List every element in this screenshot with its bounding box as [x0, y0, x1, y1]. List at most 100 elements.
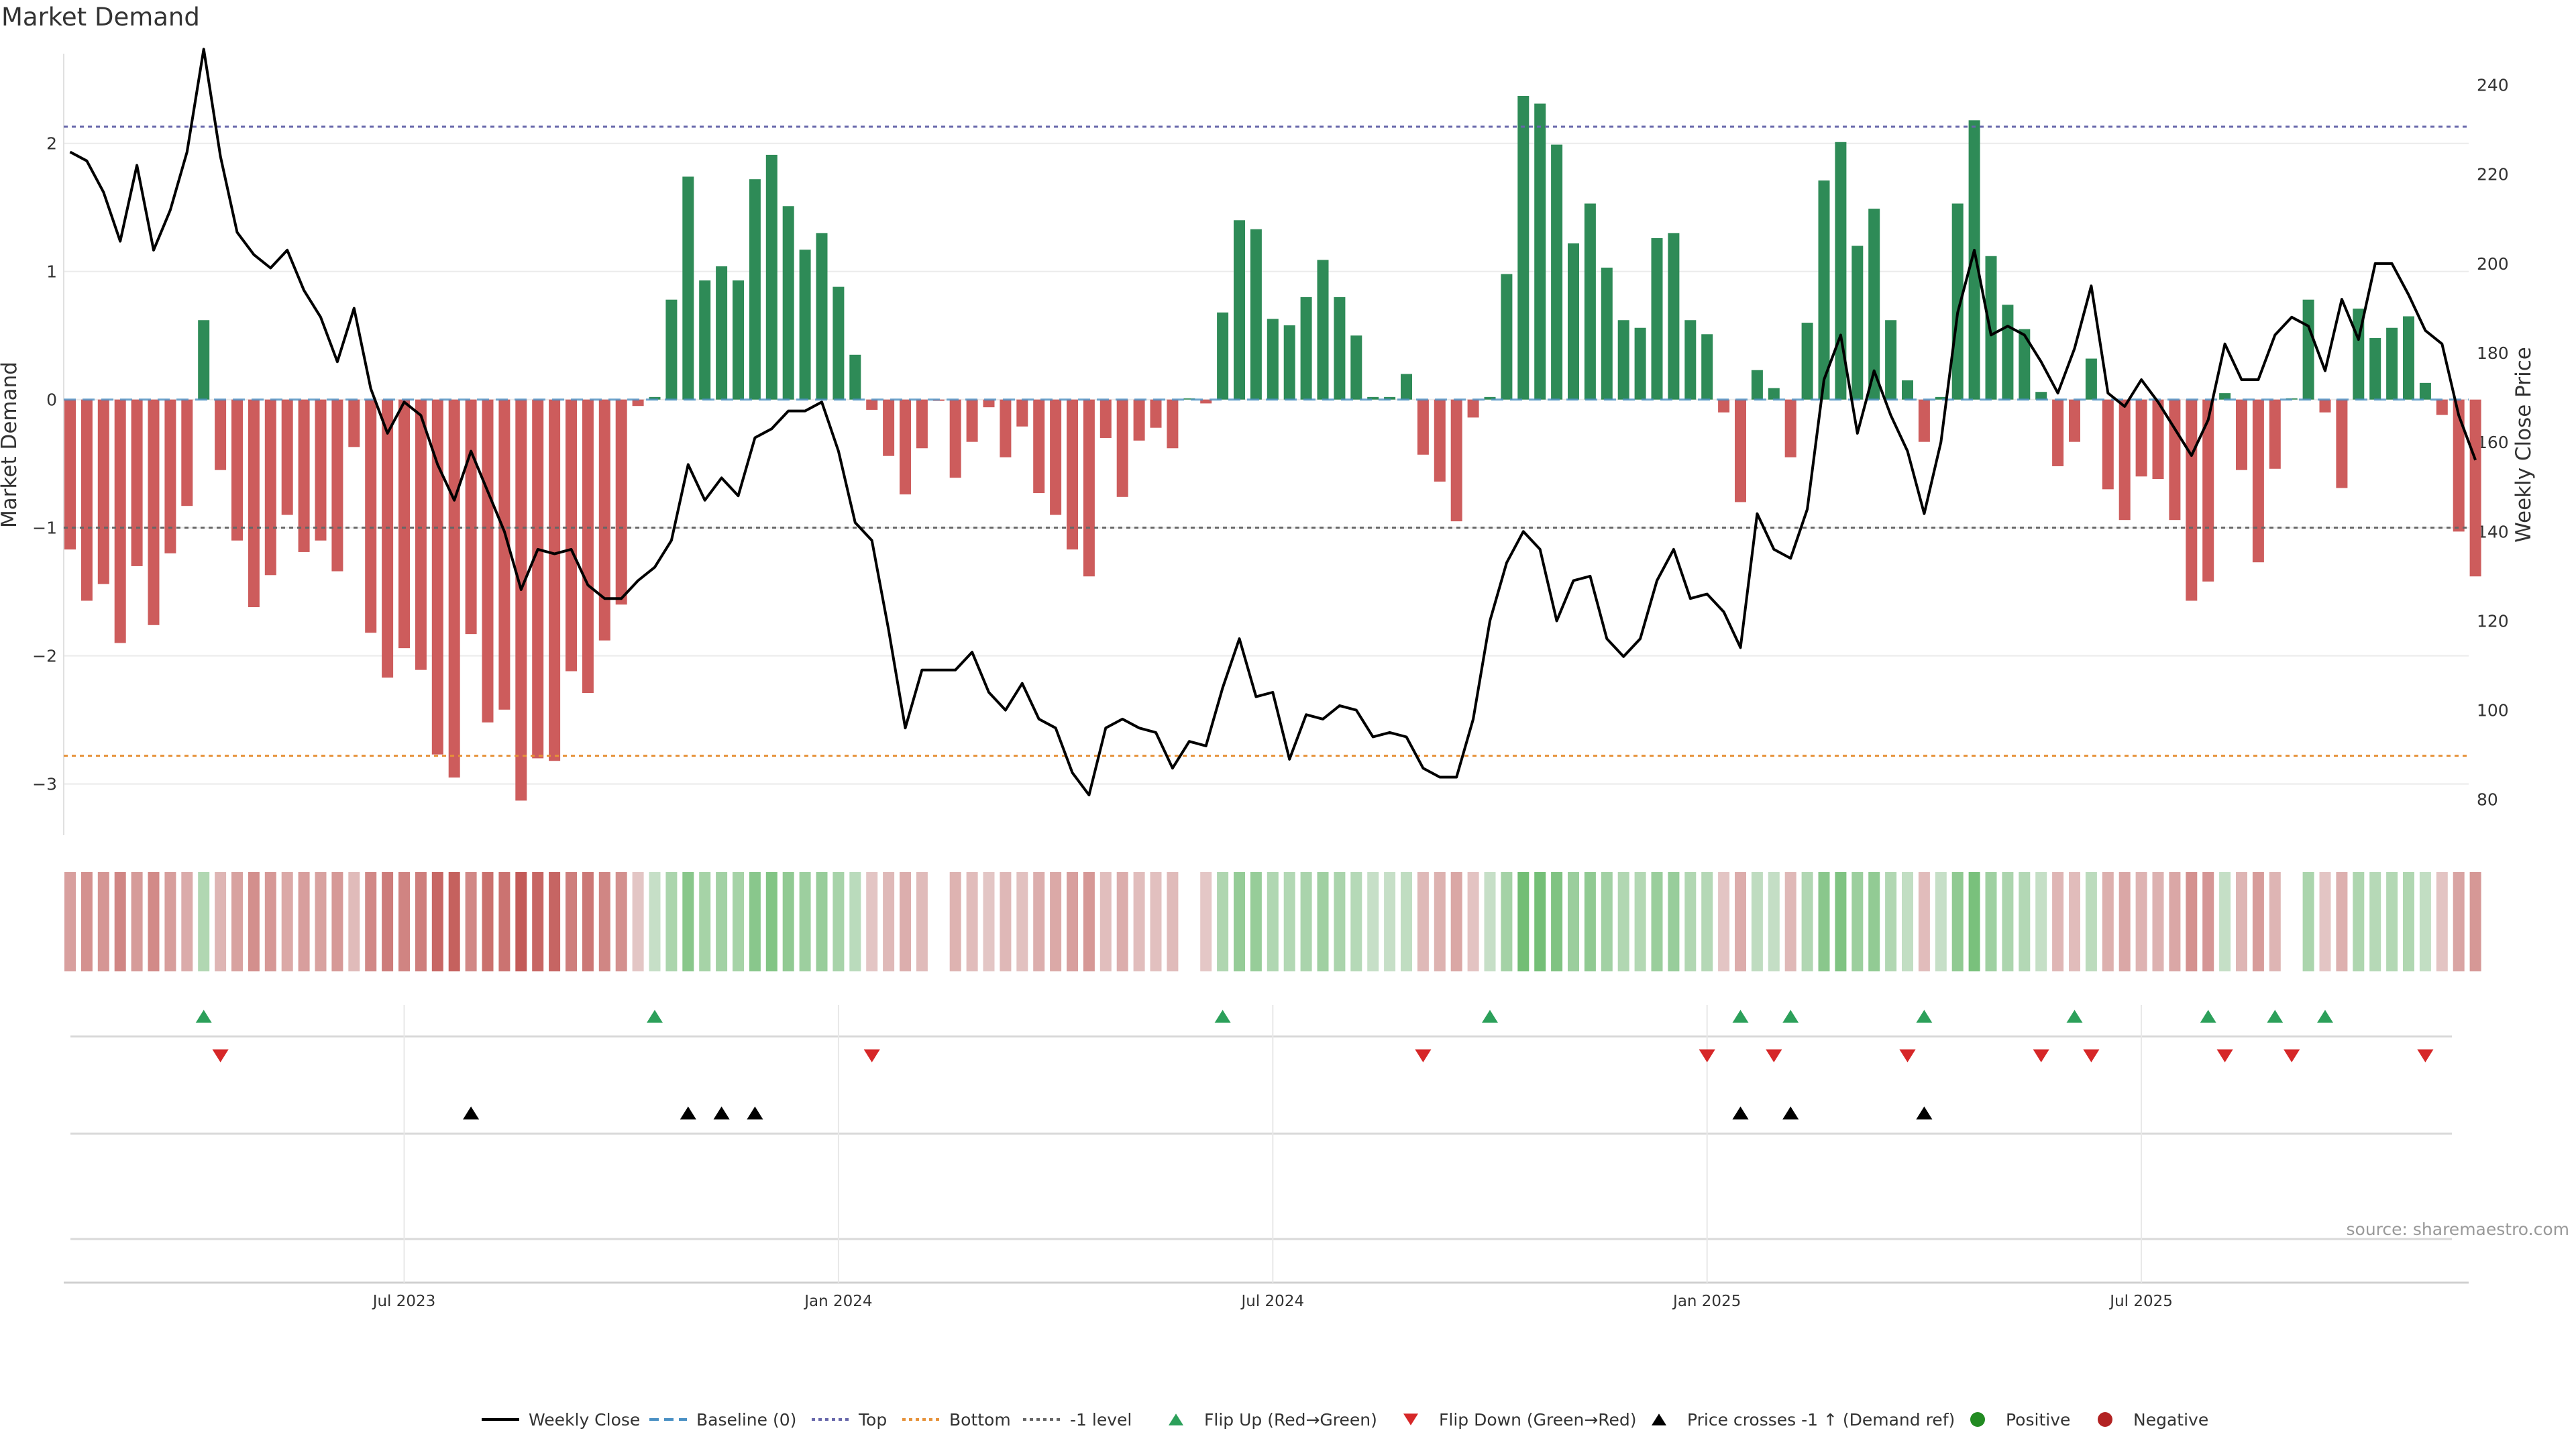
demand-bar — [598, 399, 610, 641]
heat-cell — [1083, 872, 1095, 971]
heat-cell — [2419, 872, 2431, 971]
heat-cell — [1651, 872, 1663, 971]
heat-cell — [1016, 872, 1028, 971]
demand-bar — [2085, 358, 2097, 400]
heat-cell — [749, 872, 761, 971]
demand-bar — [782, 206, 794, 400]
y2-tick-label: 140 — [2477, 522, 2509, 541]
demand-bar — [2102, 399, 2114, 490]
heat-cell — [1317, 872, 1329, 971]
legend-label: Flip Up (Red→Green) — [1204, 1410, 1377, 1430]
demand-bar — [1835, 142, 1847, 400]
demand-bar — [131, 399, 143, 566]
legend-swatch-triangle-down — [1403, 1413, 1418, 1426]
demand-bar — [1568, 243, 1579, 400]
y-tick-label: −3 — [32, 775, 57, 794]
heat-cell — [1885, 872, 1897, 971]
demand-bar — [765, 154, 777, 400]
heat-cell — [97, 872, 109, 971]
demand-bar — [264, 399, 276, 576]
heat-cell — [1234, 872, 1245, 971]
heat-cell — [1818, 872, 1830, 971]
demand-bar — [2436, 399, 2448, 415]
legend-item: Flip Up (Red→Green) — [1169, 1410, 1377, 1430]
heat-cell — [983, 872, 995, 971]
heat-cell — [231, 872, 243, 971]
price-cross-marker — [1782, 1106, 1799, 1120]
demand-bar — [849, 354, 861, 400]
demand-bar — [916, 399, 928, 449]
demand-bar — [1968, 120, 1980, 400]
heat-cell — [1935, 872, 1947, 971]
heat-cell — [1517, 872, 1529, 971]
heat-cell — [2403, 872, 2414, 971]
demand-bar — [1217, 312, 1229, 400]
heat-cell — [298, 872, 310, 971]
demand-bar — [1133, 399, 1145, 441]
heat-cell — [281, 872, 293, 971]
demand-bar — [582, 399, 594, 694]
legend-label: Negative — [2133, 1410, 2208, 1430]
legend-item: -1 level — [1023, 1410, 1132, 1430]
heat-cell — [2186, 872, 2198, 971]
y-tick-label: −2 — [32, 647, 57, 666]
demand-bar — [1050, 399, 1062, 515]
heat-cell — [966, 872, 978, 971]
legend-item: Weekly Close — [482, 1410, 640, 1430]
heat-cell — [1634, 872, 1646, 971]
demand-bar — [1935, 396, 1947, 400]
heat-cell — [1150, 872, 1162, 971]
flip-down-marker — [863, 1049, 880, 1063]
heat-cell — [1450, 872, 1462, 971]
heat-cell — [515, 872, 527, 971]
heat-cell — [665, 872, 678, 971]
heat-cell — [448, 872, 460, 971]
flip-up-marker — [1214, 1010, 1231, 1023]
heat-cell — [2386, 872, 2398, 971]
price-cross-marker — [747, 1106, 763, 1120]
flip-up-marker — [195, 1010, 212, 1023]
demand-bar — [1434, 399, 1446, 482]
demand-bar — [1234, 220, 1245, 400]
heat-cell — [1434, 872, 1446, 971]
legend-label: Weekly Close — [529, 1410, 640, 1430]
heat-cell — [649, 872, 661, 971]
demand-bar — [532, 399, 544, 759]
heat-cell — [866, 872, 878, 971]
demand-bar — [2152, 399, 2164, 480]
legend-label: Top — [858, 1410, 887, 1430]
heat-cell — [1217, 872, 1229, 971]
heat-cell — [582, 872, 594, 971]
demand-bar — [949, 399, 961, 478]
demand-bar — [97, 399, 109, 584]
heat-cell — [148, 872, 160, 971]
heat-cell — [1283, 872, 1295, 971]
heat-cell — [2202, 872, 2214, 971]
flip-down-marker — [2284, 1049, 2300, 1063]
demand-bar — [866, 399, 878, 410]
demand-bar — [2002, 305, 2014, 400]
heat-cell — [1735, 872, 1746, 971]
flip-down-marker — [1415, 1049, 1432, 1063]
demand-bar — [1116, 399, 1128, 497]
demand-bar — [331, 399, 343, 572]
demand-bar — [883, 399, 895, 456]
demand-bar — [148, 399, 160, 625]
demand-bar — [799, 250, 811, 400]
heat-cell — [1167, 872, 1179, 971]
price-cross-marker — [680, 1106, 696, 1120]
demand-bar — [1384, 396, 1396, 400]
demand-bar — [983, 399, 995, 408]
demand-bar — [549, 399, 561, 761]
demand-bar — [2118, 399, 2131, 521]
heat-cell — [2019, 872, 2031, 971]
demand-bar — [1902, 380, 1913, 400]
heat-cell — [1534, 872, 1546, 971]
heat-cell — [1835, 872, 1847, 971]
demand-bar — [1885, 320, 1897, 400]
demand-bar — [2302, 299, 2314, 400]
heat-cell — [883, 872, 895, 971]
legend-swatch-dot-positive — [1970, 1412, 1985, 1427]
heat-cell — [498, 872, 511, 971]
